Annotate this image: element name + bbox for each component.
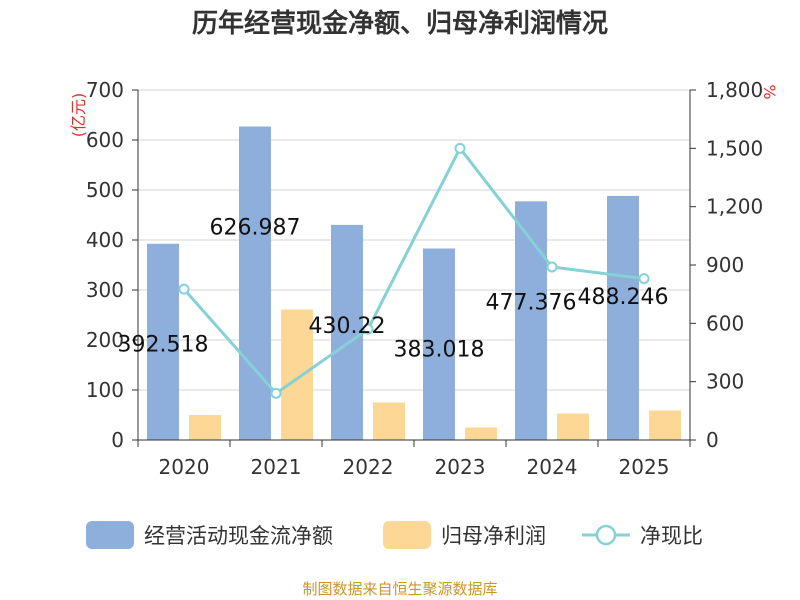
legend-label-ratio: 净现比 (640, 524, 703, 548)
data-label-cash-flow: 477.376 (486, 290, 577, 315)
y-left-tick-label: 400 (86, 228, 124, 252)
x-tick-label: 2025 (619, 455, 670, 479)
bar-cash-flow (239, 126, 271, 440)
y-right-tick-label: 1,200 (706, 195, 763, 219)
bar-net-profit (465, 427, 497, 440)
bar-net-profit (649, 410, 681, 440)
data-label-cash-flow: 488.246 (578, 285, 669, 310)
y-left-tick-label: 500 (86, 178, 124, 202)
ratio-line-path (182, 145, 645, 396)
y-right-tick-label: 1,800 (706, 78, 763, 102)
data-label-cash-flow: 392.518 (118, 333, 209, 358)
bar-net-profit (557, 413, 589, 440)
y-right-tick-label: 1,500 (706, 136, 763, 160)
ratio-point (270, 387, 282, 399)
y-right-tick-label: 900 (706, 253, 744, 277)
y-left-tick-label: 700 (86, 78, 124, 102)
ratio-point (546, 261, 558, 273)
legend-label-cash-flow: 经营活动现金流净额 (144, 524, 333, 548)
data-label-cash-flow: 383.018 (394, 337, 485, 362)
bar-net-profit (281, 309, 313, 440)
x-tick-label: 2021 (251, 455, 302, 479)
bar-cash-flow (515, 201, 547, 440)
bar-net-profit (373, 402, 405, 440)
bar-cash-flow (607, 195, 639, 440)
y-right-tick-label: 300 (706, 370, 744, 394)
bar-net-profit (189, 415, 221, 440)
bar-cash-flow (423, 248, 455, 440)
x-tick-label: 2023 (435, 455, 486, 479)
y-left-tick-label: 600 (86, 128, 124, 152)
data-label-cash-flow: 626.987 (210, 216, 301, 241)
left-axis-unit: (亿元) (69, 93, 88, 138)
bars (147, 126, 681, 440)
ratio-point (454, 142, 466, 154)
legend-marker-ratio (595, 524, 617, 546)
source-note: 制图数据来自恒生聚源数据库 (302, 580, 497, 598)
ratio-point (362, 323, 374, 335)
legend-label-net-profit: 归母净利润 (441, 524, 546, 548)
y-right-tick-label: 600 (706, 311, 744, 335)
ratio-point (178, 283, 190, 295)
x-tick-label: 2022 (343, 455, 394, 479)
x-tick-label: 2024 (527, 455, 578, 479)
legend-swatch-net-profit (383, 521, 431, 549)
y-left-tick-label: 300 (86, 278, 124, 302)
axes: 0 100 200 300 400 500 600 700 0 300 600 900 1,200 1,5… (86, 78, 763, 479)
right-axis-unit: % (760, 84, 779, 99)
bar-cash-flow (147, 243, 179, 440)
x-tick-label: 2020 (159, 455, 210, 479)
ratio-line (178, 142, 650, 399)
y-left-tick-label: 200 (86, 328, 124, 352)
chart-title: 历年经营现金净额、归母净利润情况 (192, 8, 608, 39)
y-right-tick-label: 0 (706, 428, 719, 452)
data-label-cash-flow: 430.22 (309, 314, 386, 339)
legend-swatch-cash-flow (86, 521, 134, 549)
bar-cash-flow (331, 224, 363, 440)
legend: 经营活动现金流净额 归母净利润 净现比 (86, 521, 703, 549)
y-left-tick-label: 100 (86, 378, 124, 402)
y-left-tick-label: 0 (111, 428, 124, 452)
ratio-point (638, 273, 650, 285)
